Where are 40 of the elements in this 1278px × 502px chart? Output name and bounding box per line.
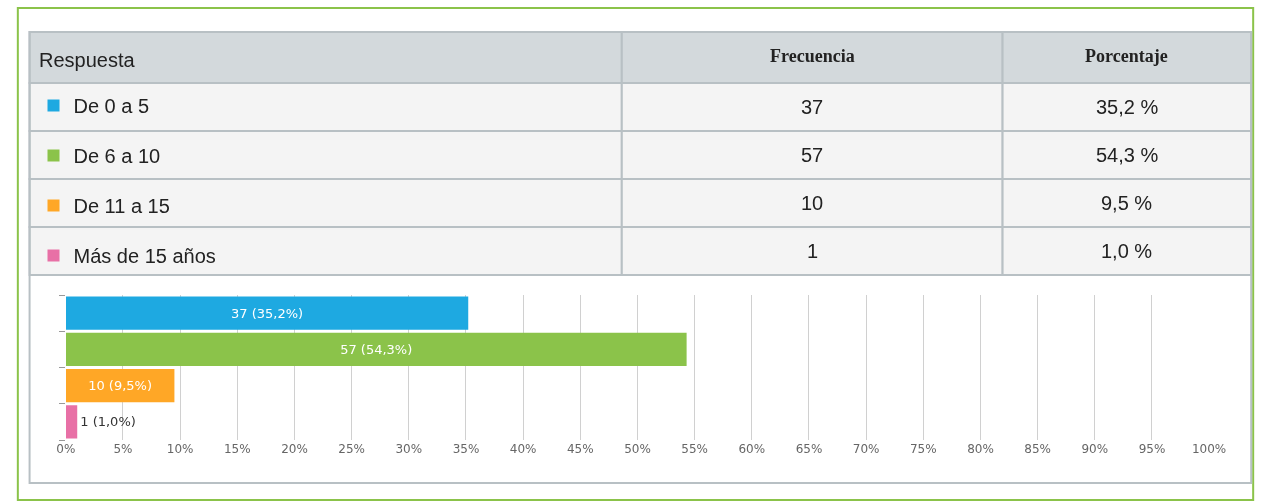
text: 37	[801, 96, 824, 118]
x-tick-label: 70%	[852, 442, 880, 456]
legend-label: De 11 a 15	[73, 195, 170, 218]
text: 35,2 %	[1096, 96, 1159, 118]
text: Frecuencia	[770, 46, 855, 66]
data-label: 57 (54,3%)	[340, 341, 413, 357]
x-tick-label: 75%	[909, 442, 937, 456]
text: 57	[801, 144, 824, 166]
x-tick-label: 15%	[223, 442, 251, 456]
legend-label: De 6 a 10	[73, 145, 161, 168]
text: 10	[801, 192, 824, 214]
x-tick-label: 95%	[1138, 442, 1166, 456]
x-tick-label: 65%	[795, 442, 823, 456]
text: Respuesta	[39, 49, 136, 71]
x-tick-label: 90%	[1081, 442, 1109, 456]
data-label: 1 (1,0%)	[80, 414, 136, 430]
text: Porcentaje	[1085, 46, 1168, 66]
x-tick-label: 45%	[566, 442, 594, 456]
x-tick-label: 40%	[509, 442, 537, 456]
x-tick-label: 35%	[452, 442, 480, 456]
x-tick-label: 20%	[281, 442, 308, 456]
x-tick-label: 60%	[738, 442, 766, 456]
x-tick-label: 55%	[681, 442, 708, 456]
text: 9,5 %	[1101, 192, 1153, 214]
x-tick-label: 30%	[395, 442, 423, 456]
text: 54,3 %	[1096, 144, 1159, 166]
legend-label: De 0 a 5	[73, 95, 150, 118]
x-tick-label: 25%	[338, 442, 365, 456]
data-label: 10 (9,5%)	[88, 378, 153, 394]
x-tick-label: 5%	[113, 442, 133, 456]
x-tick-label: 50%	[624, 442, 651, 456]
text: 1,0 %	[1101, 240, 1153, 262]
text: 1	[807, 240, 819, 262]
x-tick-label: 100%	[1191, 442, 1227, 456]
data-label: 37 (35,2%)	[230, 305, 304, 321]
x-tick-label: 10%	[166, 442, 194, 456]
legend-label: Más de 15 años	[73, 245, 216, 268]
x-tick-label: 0%	[56, 442, 76, 456]
x-tick-label: 80%	[967, 442, 994, 456]
x-tick-label: 85%	[1024, 442, 1051, 456]
